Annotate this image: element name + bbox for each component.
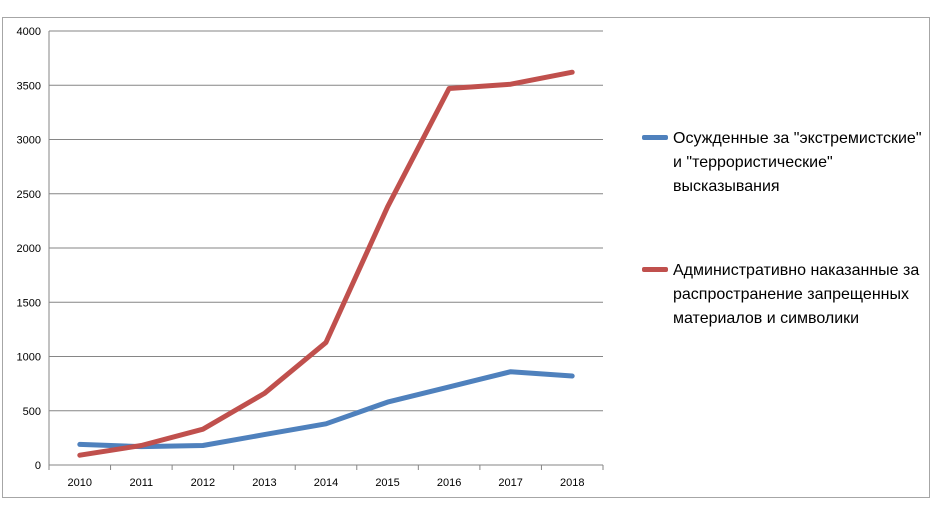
- y-tick-labels: 0 500 1000 1500 2000 2500 3000 3500 4000: [17, 26, 41, 472]
- data-point-s1-2013: [262, 391, 266, 395]
- y-tick-label-0: 0: [35, 460, 41, 472]
- data-point-s1-2011: [139, 443, 143, 447]
- legend-item-administrative: Административно наказанные за распростра…: [642, 259, 928, 331]
- data-point-s0-2015: [386, 400, 390, 404]
- data-point-s1-2018: [570, 70, 574, 74]
- gridlines: [49, 30, 603, 412]
- data-point-s1-2014: [324, 340, 328, 344]
- y-tick-label-500: 500: [23, 406, 41, 418]
- data-point-s1-2017: [509, 82, 513, 86]
- x-tick-label-2015: 2015: [375, 477, 399, 489]
- legend-label-administrative: Административно наказанные за распростра…: [673, 262, 920, 327]
- chart-frame: [2, 17, 930, 498]
- data-point-s0-2017: [509, 370, 513, 374]
- data-point-s1-2012: [201, 427, 205, 431]
- series-line-0: [77, 369, 575, 450]
- x-tick-label-2016: 2016: [437, 477, 461, 489]
- x-tick-label-2017: 2017: [498, 477, 522, 489]
- y-tick-label-1000: 1000: [17, 352, 41, 364]
- data-point-s0-2014: [324, 422, 328, 426]
- series-lines: [77, 69, 575, 458]
- data-point-s1-2010: [78, 453, 82, 457]
- x-tick-labels: 2010 2011 2012 2013 2014 2015 2016 2017 2018: [68, 477, 585, 489]
- data-point-s1-2016: [447, 87, 451, 91]
- y-tick-label-2500: 2500: [17, 189, 41, 201]
- x-tick-label-2011: 2011: [130, 477, 154, 489]
- x-tick-label-2014: 2014: [314, 477, 338, 489]
- legend-label-convicted: Осужденные за "экстремистские" и "террор…: [673, 130, 922, 195]
- data-point-s0-2013: [262, 433, 266, 437]
- data-point-s0-2018: [570, 374, 574, 378]
- series-line-1: [77, 69, 575, 458]
- axes: [48, 31, 604, 470]
- data-point-s0-2010: [78, 442, 82, 446]
- y-tick-label-2000: 2000: [17, 243, 41, 255]
- data-point-s0-2016: [447, 385, 451, 389]
- legend-item-convicted: Осужденные за "экстремистские" и "террор…: [642, 127, 928, 199]
- y-tick-label-4000: 4000: [17, 26, 41, 38]
- x-tick-label-2013: 2013: [252, 477, 276, 489]
- data-point-s0-2012: [201, 443, 205, 447]
- legend-swatch-convicted: [642, 135, 668, 140]
- y-tick-label-3000: 3000: [17, 135, 41, 147]
- x-tick-label-2012: 2012: [191, 477, 215, 489]
- y-tick-label-3500: 3500: [17, 80, 41, 92]
- y-tick-label-1500: 1500: [17, 297, 41, 309]
- data-point-s1-2015: [386, 205, 390, 209]
- x-tick-label-2010: 2010: [68, 477, 92, 489]
- x-tick-label-2018: 2018: [560, 477, 584, 489]
- legend-swatch-administrative: [642, 267, 668, 272]
